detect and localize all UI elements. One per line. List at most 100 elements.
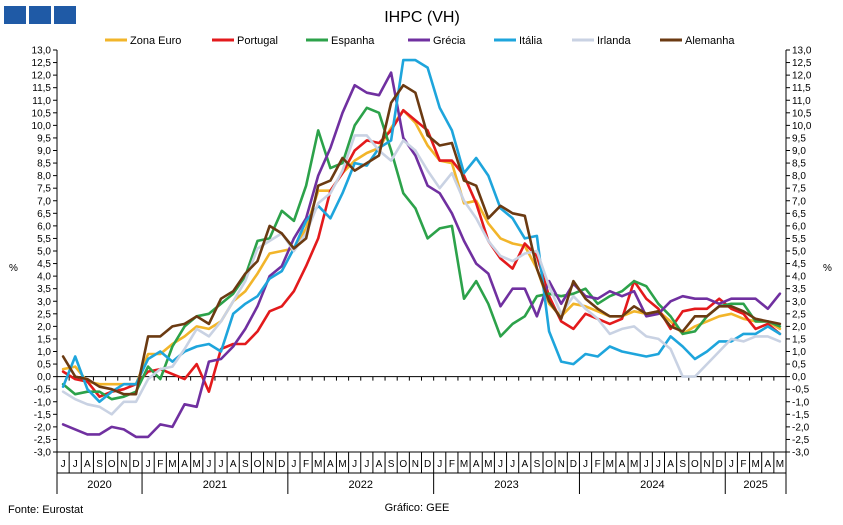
x-month-label: J xyxy=(61,459,66,470)
y-tick-label-left: 9,0 xyxy=(37,146,51,157)
chart-legend: Zona Euro Portugal Espanha Grécia Itália Irla… xyxy=(105,35,735,47)
y-tick-label-right: -1,0 xyxy=(792,397,810,408)
y-tick-label-left: 11,0 xyxy=(32,96,51,107)
x-month-label: J xyxy=(510,459,515,470)
x-month-label: J xyxy=(352,459,357,470)
x-month-label: S xyxy=(534,459,541,470)
legend-label: Irlanda xyxy=(597,35,632,47)
y-tick-label-left: -0,5 xyxy=(34,385,52,396)
x-month-label: O xyxy=(545,459,553,470)
y-tick-label-right: 12,0 xyxy=(792,71,812,82)
logo-block xyxy=(4,6,26,24)
x-month-label: J xyxy=(644,459,649,470)
y-tick-label-left: 10,0 xyxy=(32,121,52,132)
x-month-label: M xyxy=(193,459,201,470)
y-tick-label-left: 3,5 xyxy=(37,284,51,295)
x-month-label: M xyxy=(314,459,322,470)
x-month-label: J xyxy=(437,459,442,470)
x-month-label: F xyxy=(303,459,309,470)
legend-label: Itália xyxy=(519,35,543,47)
x-month-label: J xyxy=(583,459,588,470)
x-month-label: A xyxy=(521,459,528,470)
x-month-label: M xyxy=(168,459,176,470)
y-tick-label-right: 3,0 xyxy=(792,297,806,308)
x-year-label: 2023 xyxy=(494,479,518,491)
series-line-zona-euro xyxy=(61,109,782,386)
y-tick-label-right: 0,0 xyxy=(792,372,806,383)
y-tick-label-left: 8,0 xyxy=(37,171,51,182)
x-month-label: J xyxy=(291,459,296,470)
chart-credit: Gráfico: GEE xyxy=(385,502,450,514)
y-tick-label-left: 6,5 xyxy=(37,209,51,220)
y-tick-label-left: -2,0 xyxy=(34,422,52,433)
y-tick-label-left: 4,5 xyxy=(37,259,51,270)
y-tick-label-right: 4,5 xyxy=(792,259,806,270)
y-tick-label-left: 9,5 xyxy=(37,133,51,144)
gee-logo xyxy=(4,6,76,26)
x-year-label: 2022 xyxy=(349,479,373,491)
y-tick-label-left: 11,5 xyxy=(32,83,51,94)
y-tick-label-right: -3,0 xyxy=(792,448,810,459)
y-tick-label-right: -1,5 xyxy=(792,410,810,421)
x-month-label: M xyxy=(606,459,614,470)
x-year-label: 2025 xyxy=(743,479,767,491)
x-year-label: 2024 xyxy=(640,479,664,491)
y-tick-label-left: 12,0 xyxy=(32,71,52,82)
y-tick-label-left: 3,0 xyxy=(37,297,51,308)
y-tick-label-right: 11,0 xyxy=(792,96,811,107)
y-tick-label-right: 3,5 xyxy=(792,284,806,295)
chart-axes: -3,0 -3,0-2,5 -2,5-2,0 -2,0-1,5 -1,5-1,0 -1,0… xyxy=(32,46,812,494)
y-tick-label-right: 10,5 xyxy=(792,108,812,119)
x-month-label: D xyxy=(570,459,577,470)
x-month-label: O xyxy=(691,459,699,470)
y-tick-label-left: 6,0 xyxy=(37,221,51,232)
y-tick-label-right: -0,5 xyxy=(792,385,810,396)
y-tick-label-right: 9,5 xyxy=(792,133,806,144)
y-tick-label-left: 5,0 xyxy=(37,247,51,258)
y-tick-label-left: 2,5 xyxy=(37,309,51,320)
y-tick-label-left: 10,5 xyxy=(32,108,52,119)
y-tick-label-right: 4,0 xyxy=(792,272,806,283)
x-month-label: D xyxy=(424,459,431,470)
x-month-label: N xyxy=(703,459,710,470)
y-tick-label-left: 13,0 xyxy=(32,46,52,57)
y-tick-label-left: -1,0 xyxy=(34,397,52,408)
x-month-label: D xyxy=(278,459,285,470)
y-axis-left-unit: % xyxy=(9,263,18,274)
y-tick-label-left: 0,0 xyxy=(37,372,51,383)
y-tick-label-left: 1,5 xyxy=(37,334,51,345)
x-month-label: J xyxy=(364,459,369,470)
x-month-label: F xyxy=(449,459,455,470)
x-month-label: M xyxy=(484,459,492,470)
y-tick-label-left: -3,0 xyxy=(34,448,52,459)
x-month-label: J xyxy=(219,459,224,470)
x-month-label: J xyxy=(656,459,661,470)
y-tick-label-right: 10,0 xyxy=(792,121,812,132)
y-tick-label-left: 7,5 xyxy=(37,184,51,195)
y-tick-label-left: 5,5 xyxy=(37,234,51,245)
x-month-label: A xyxy=(619,459,626,470)
x-month-label: F xyxy=(157,459,163,470)
x-month-label: D xyxy=(716,459,723,470)
y-tick-label-right: 0,5 xyxy=(792,360,806,371)
x-month-label: A xyxy=(764,459,771,470)
x-month-label: N xyxy=(558,459,565,470)
legend-label: Zona Euro xyxy=(130,35,181,47)
chart-series-lines xyxy=(61,58,782,439)
y-tick-label-left: 8,5 xyxy=(37,159,51,170)
y-tick-label-right: 2,5 xyxy=(792,309,806,320)
legend-label: Espanha xyxy=(331,35,375,47)
x-month-label: J xyxy=(73,459,78,470)
y-tick-label-left: 12,5 xyxy=(32,58,52,69)
x-month-label: N xyxy=(412,459,419,470)
x-month-label: S xyxy=(679,459,686,470)
x-month-label: O xyxy=(254,459,262,470)
x-month-label: A xyxy=(181,459,188,470)
source-note: Fonte: Eurostat xyxy=(8,504,83,516)
y-tick-label-left: 0,5 xyxy=(37,360,51,371)
legend-label: Alemanha xyxy=(685,35,735,47)
series-line-espanha xyxy=(61,106,782,401)
x-month-label: S xyxy=(96,459,103,470)
logo-block xyxy=(29,6,51,24)
